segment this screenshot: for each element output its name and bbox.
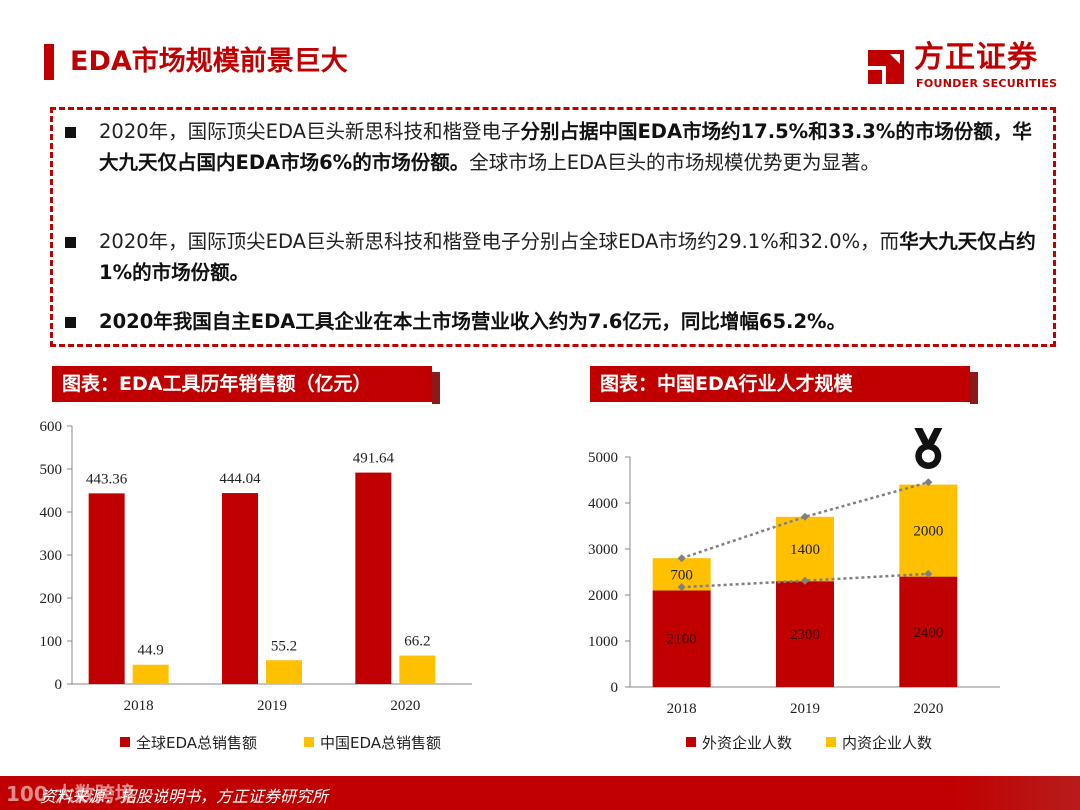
bullet-2-part-2: 华大九天仅占约1%的市场份额。	[99, 230, 1036, 284]
bar-china	[266, 660, 302, 684]
y-tick-label: 0	[611, 680, 619, 696]
data-label: 1400	[790, 542, 820, 558]
legend-swatch	[686, 737, 696, 747]
bullet-1: 2020年，国际顶尖EDA巨头新思科技和楷登电子分别占据中国EDA市场约17.5…	[65, 116, 1045, 178]
bullet-1-part-1: 2020年，国际顶尖EDA巨头新思科技和楷登电子	[99, 120, 521, 143]
y-tick-label: 500	[40, 462, 63, 478]
bullet-2: 2020年，国际顶尖EDA巨头新思科技和楷登电子分别占全球EDA市场约29.1%…	[65, 226, 1045, 288]
data-label: 55.2	[271, 638, 297, 654]
data-label: 44.9	[138, 643, 164, 659]
legend-swatch	[304, 737, 314, 747]
data-label: 2000	[913, 524, 943, 540]
x-tick-label: 2020	[913, 701, 943, 717]
y-tick-label: 1000	[588, 634, 618, 650]
y-tick-label: 2000	[588, 588, 618, 604]
trend-marker	[924, 478, 933, 487]
y-tick-label: 600	[40, 419, 63, 435]
bar-foreign	[776, 581, 834, 687]
x-tick-label: 2018	[124, 698, 154, 714]
bar-china	[399, 655, 436, 684]
medal-inner	[921, 449, 935, 463]
y-tick-label: 3000	[588, 542, 618, 558]
legend-label: 内资企业人数	[842, 734, 932, 752]
trend-line	[681, 481, 929, 560]
header-shadow	[970, 372, 978, 404]
y-tick-label: 4000	[588, 496, 618, 512]
logo-name: 方正证券	[914, 40, 1038, 75]
trend-line	[681, 572, 929, 589]
x-tick-label: 2019	[257, 698, 287, 714]
medal-ribbon-right	[926, 428, 943, 444]
legend-swatch	[120, 737, 130, 747]
left-chart-title-text: 图表：EDA工具历年销售额（亿元）	[62, 373, 372, 395]
bar-global	[88, 493, 125, 684]
x-tick-label: 2020	[390, 698, 420, 714]
bar-domestic	[899, 484, 958, 577]
title-accent-bar	[44, 44, 54, 80]
bullet-3: 2020年我国自主EDA工具企业在本土市场营业收入约为7.6亿元，同比增幅65.…	[65, 306, 1045, 337]
y-tick-label: 100	[40, 634, 63, 650]
header-shadow	[432, 372, 440, 404]
data-label: 443.36	[86, 471, 128, 487]
medal-ribbon-left	[914, 428, 931, 444]
y-tick-label: 300	[40, 548, 63, 564]
trend-marker	[924, 569, 933, 578]
data-label: 700	[670, 567, 693, 583]
data-label: 444.04	[219, 471, 261, 487]
trend-marker	[677, 554, 686, 563]
right-chart-title-text: 图表：中国EDA行业人才规模	[600, 373, 853, 395]
bullet-3-part-1: 2020年我国自主EDA工具企业在本土市场营业收入约为7.6亿元，同比增幅65.…	[99, 310, 847, 333]
page-title: EDA市场规模前景巨大	[70, 46, 348, 77]
bullet-1-part-3: 全球市场上EDA巨头的市场规模优势更为显著。	[469, 151, 881, 174]
data-label: 2400	[913, 625, 943, 641]
data-label: 491.64	[353, 451, 395, 467]
data-label: 66.2	[404, 634, 430, 650]
bullet-1-part-2: 分别占据中国EDA市场约17.5%和33.3%的市场份额，华大九天仅占国内EDA…	[99, 120, 1032, 174]
bar-global	[222, 493, 258, 684]
legend-label: 中国EDA总销售额	[320, 734, 441, 752]
y-tick-label: 400	[40, 505, 63, 521]
legend-label: 全球EDA总销售额	[136, 734, 257, 752]
legend-label: 外资企业人数	[702, 734, 792, 752]
medal-icon	[914, 428, 943, 469]
x-tick-label: 2018	[667, 701, 697, 717]
trend-marker	[801, 576, 809, 585]
bullet-2-part-1: 2020年，国际顶尖EDA巨头新思科技和楷登电子分别占全球EDA市场约29.1%…	[99, 230, 900, 253]
trend-marker	[801, 512, 809, 521]
left-chart-title: 图表：EDA工具历年销售额（亿元）	[52, 366, 440, 404]
y-tick-label: 0	[55, 677, 63, 693]
footer-bar	[0, 776, 1080, 810]
trend-marker	[677, 583, 686, 592]
bullet-square-icon	[65, 237, 76, 248]
sales-bar-chart: 0 100 200 300 400 500 600 2018 443.36 44.9 2019 444…	[40, 419, 472, 752]
bar-china	[132, 664, 169, 684]
bar-foreign	[899, 576, 958, 687]
bullet-text: 2020年我国自主EDA工具企业在本土市场营业收入约为7.6亿元，同比增幅65.…	[99, 306, 1045, 337]
watermark: 100 大数跨境	[6, 782, 135, 806]
data-label: 2300	[790, 627, 820, 643]
bar-foreign	[652, 590, 711, 687]
data-label: 2100	[667, 632, 697, 648]
source-note: 资料来源：招股说明书，方正证券研究所	[40, 787, 329, 806]
bar-global	[355, 472, 392, 684]
right-chart-title: 图表：中国EDA行业人才规模	[590, 366, 978, 404]
legend-swatch	[826, 737, 836, 747]
logo-subtitle: FOUNDER SECURITIES	[916, 77, 1058, 90]
bar-domestic	[776, 516, 834, 582]
bullet-text: 2020年，国际顶尖EDA巨头新思科技和楷登电子分别占全球EDA市场约29.1%…	[99, 226, 1045, 288]
bullet-square-icon	[65, 127, 76, 138]
bullet-square-icon	[65, 317, 76, 328]
x-tick-label: 2019	[790, 701, 820, 717]
y-tick-label: 5000	[588, 450, 618, 466]
talent-stacked-chart: 0 1000 2000 3000 4000 5000 2018 2100 700 2019 2300…	[588, 428, 1000, 752]
summary-box: 2020年，国际顶尖EDA巨头新思科技和楷登电子分别占据中国EDA市场约17.5…	[50, 107, 1056, 347]
y-tick-label: 200	[40, 591, 63, 607]
founder-logo-icon	[868, 50, 904, 84]
bullet-text: 2020年，国际顶尖EDA巨头新思科技和楷登电子分别占据中国EDA市场约17.5…	[99, 116, 1045, 178]
